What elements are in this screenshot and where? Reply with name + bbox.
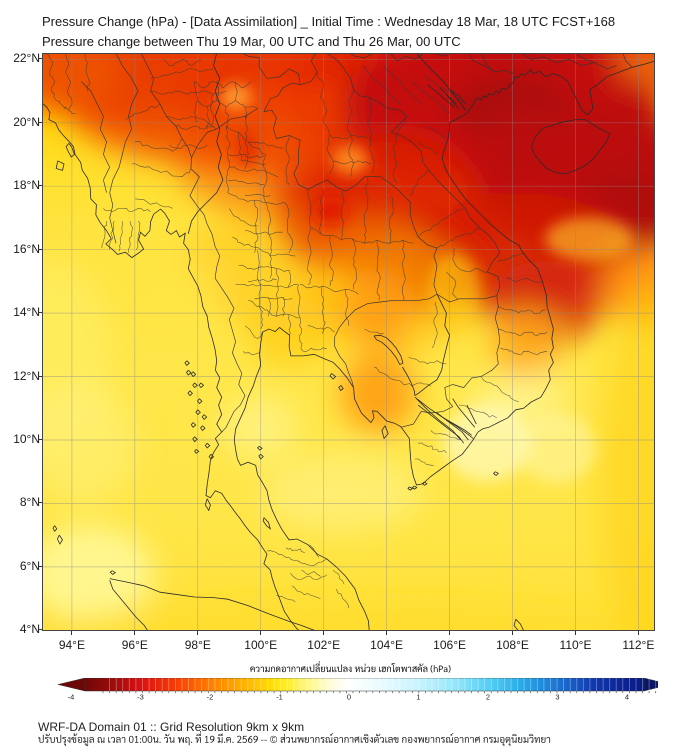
svg-text:4: 4 (625, 693, 629, 702)
svg-text:-4: -4 (68, 693, 75, 702)
svg-text:-3: -3 (137, 693, 144, 702)
svg-text:-2: -2 (207, 693, 214, 702)
svg-text:3: 3 (555, 693, 559, 702)
svg-text:1: 1 (416, 693, 420, 702)
svg-text:2: 2 (486, 693, 490, 702)
svg-text:0: 0 (347, 693, 351, 702)
svg-text:-1: -1 (276, 693, 283, 702)
